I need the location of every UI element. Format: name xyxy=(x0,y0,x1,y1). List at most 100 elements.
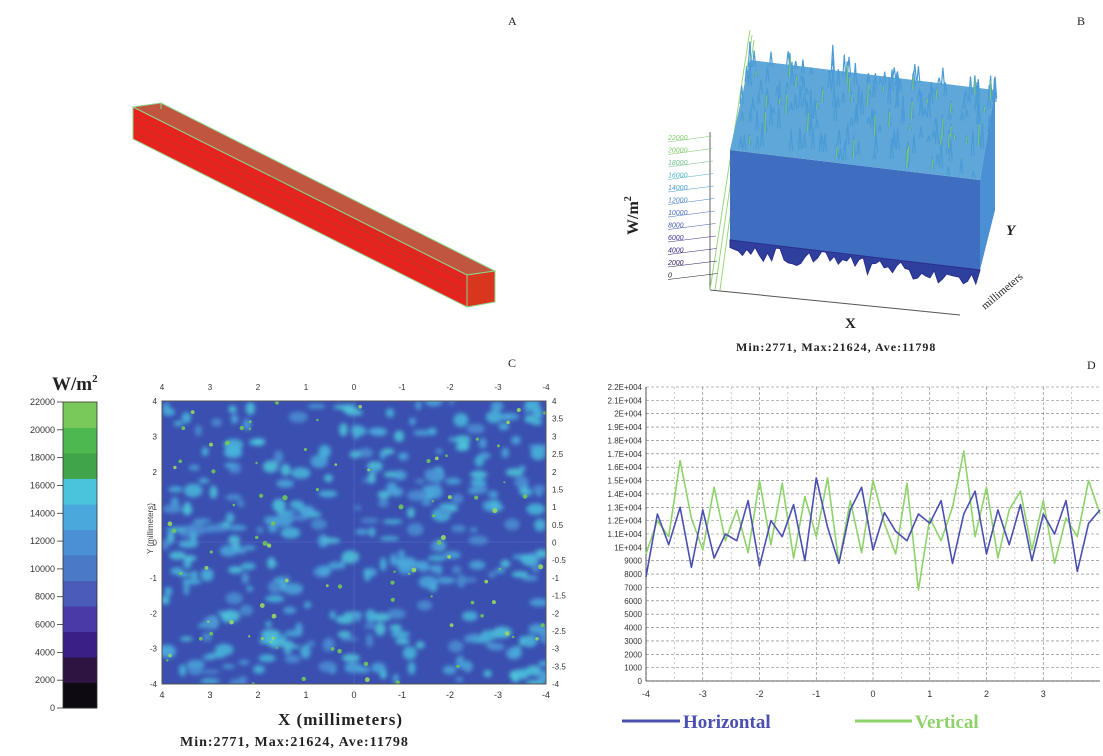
panel-c-heatmap: 4 3 2 1 0 -1 -2 -3 -4 4 3 2 1 0 -1 -2 -3 -4 443.5332.522… xyxy=(146,383,566,700)
panel-letter-c: C xyxy=(508,356,518,370)
colorbar-swatch xyxy=(63,631,97,658)
panel-d-y-tick: 1.6E+004 xyxy=(608,463,643,472)
panel-c-y-tick-right: 1 xyxy=(552,503,557,512)
colorbar-tick-label: 22000 xyxy=(30,397,55,407)
colorbar-swatch xyxy=(63,453,97,479)
surface-spikes xyxy=(738,41,998,178)
legend-vertical-label: Vertical xyxy=(915,712,979,733)
colorbar-swatch xyxy=(63,657,97,683)
panel-b-z-tick-label: 8000 xyxy=(668,223,684,230)
panel-c-y-ticks-right: 4 4 3.5 3 3 2.5 2 2 1.5 1 1 0.5 0 0 -0.5 -1 -1 -1.5 -2 -2 -2… xyxy=(150,397,566,689)
panel-c-x-ticks-top: 4 3 2 1 0 -1 -2 -3 -4 xyxy=(160,383,550,392)
panel-b-z-tick-label: 18000 xyxy=(668,160,688,167)
panel-letter-b: B xyxy=(1077,14,1087,28)
panel-c-x-tick-bottom: 4 xyxy=(159,690,164,700)
colorbar-tick-label: 10000 xyxy=(30,564,55,574)
panel-b-z-tick-label: 22000 xyxy=(667,135,688,142)
panel-b-z-tick-label: 16000 xyxy=(668,173,688,180)
panel-c-y-tick-right: -3 xyxy=(552,645,560,654)
panel-c-y-tick-left: -4 xyxy=(150,680,158,689)
panel-b-y-unit: millimeters xyxy=(979,271,1025,312)
panel-d-y-tick: 1.1E+004 xyxy=(608,530,643,539)
colorbar-tick-label: 12000 xyxy=(30,536,55,546)
panel-c-y-tick-left: 4 xyxy=(153,397,158,406)
panel-d-y-tick: 1.7E+004 xyxy=(608,450,643,459)
panel-b-z-ticks: 2200020000180001600014000120001000080006… xyxy=(667,135,718,280)
panel-b-z-tick-label: 2000 xyxy=(667,260,684,267)
colorbar-title: W/m2 xyxy=(52,373,98,395)
panel-d-grid xyxy=(645,386,1100,682)
panel-d-y-tick: 1.8E+004 xyxy=(608,436,643,445)
panel-d-y-tick: 3000 xyxy=(624,637,642,646)
panel-b-z-tick-label: 20000 xyxy=(667,148,688,155)
panel-d-y-tick: 9000 xyxy=(624,557,642,566)
panel-b-x-label: X xyxy=(845,316,856,332)
panel-c-x-tick-top: 2 xyxy=(256,383,261,392)
panel-c-x-tick-top: -2 xyxy=(446,383,454,392)
panel-c-y-label: Y (millimeters) xyxy=(146,503,155,554)
panel-d-y-tick: 8000 xyxy=(624,570,642,579)
panel-b-z-label: W/m2 xyxy=(623,196,642,235)
panel-c-y-tick-left: 0 xyxy=(153,539,158,548)
legend-horizontal-label: Horizontal xyxy=(683,712,771,733)
panel-c-x-tick-top: 3 xyxy=(208,383,213,392)
panel-d-x-tick: 0 xyxy=(870,689,875,699)
panel-c-x-tick-bottom: 0 xyxy=(351,690,356,700)
panel-d-x-tick: -3 xyxy=(699,689,707,699)
surface-bottom-edge xyxy=(729,239,981,286)
colorbar-swatch xyxy=(63,606,97,632)
colorbar-tick-label: 16000 xyxy=(30,480,55,490)
bar-end-face xyxy=(466,270,496,308)
panel-c-y-tick-right: -2.5 xyxy=(552,627,566,636)
panel-c-x-tick-bottom: -2 xyxy=(446,690,454,700)
panel-c-y-tick-right: -4 xyxy=(552,680,560,689)
panel-b-y-label: Y xyxy=(1006,223,1017,239)
panel-c-y-tick-right: 3 xyxy=(552,432,557,441)
surface-side xyxy=(980,90,995,270)
panel-c-y-tick-right: 0.5 xyxy=(552,521,564,530)
panel-c-x-tick-bottom: 2 xyxy=(255,690,260,700)
panel-c-y-tick-right: -2 xyxy=(552,609,560,618)
panel-c-x-tick-bottom: -1 xyxy=(398,690,406,700)
panel-c-y-tick-left: 1 xyxy=(153,503,158,512)
panel-c-x-tick-bottom: 3 xyxy=(207,690,212,700)
panel-d-x-tick: -4 xyxy=(642,689,650,699)
series-line-vertical xyxy=(645,450,1101,591)
panel-d-line-chart: 2.2E+004 2.1E+004 2E+004 1.9E+004 1.8E+004 1.… xyxy=(608,383,1101,733)
colorbar: W/m2 22000200001800016000140001200010000… xyxy=(30,373,98,713)
panel-d-x-ticks: -4 -3 -2 -1 0 1 2 3 xyxy=(642,689,1046,699)
panel-b-z-tick-label: 14000 xyxy=(668,185,688,192)
colorbar-swatch xyxy=(63,402,97,428)
panel-d-y-tick: 4000 xyxy=(624,624,642,633)
panel-d-y-tick: 1.2E+004 xyxy=(608,517,643,526)
panel-d-y-tick: 0 xyxy=(638,677,643,686)
panel-c-y-tick-right: -1 xyxy=(552,574,560,583)
panel-c-x-tick-top: -3 xyxy=(494,383,502,392)
panel-d-y-tick: 1.3E+004 xyxy=(608,503,643,512)
panel-c-y-tick-left: -3 xyxy=(150,645,158,654)
panel-b-z-tick-label: 12000 xyxy=(668,198,688,205)
panel-d-x-tick: -1 xyxy=(812,689,820,699)
panel-c-x-tick-bottom: 1 xyxy=(303,690,308,700)
surface-front xyxy=(730,150,980,270)
colorbar-tick-label: 18000 xyxy=(30,453,55,463)
panel-d-x-tick: 2 xyxy=(984,689,989,699)
panel-d-y-tick: 1.9E+004 xyxy=(608,423,643,432)
panel-c-y-tick-left: -2 xyxy=(150,609,158,618)
panel-c-y-tick-right: 1.5 xyxy=(552,485,564,494)
panel-b-z-tick-label: 10000 xyxy=(668,210,688,217)
colorbar-tick-label: 4000 xyxy=(35,647,55,657)
colorbar-tick-label: 0 xyxy=(50,703,55,713)
panel-c-caption: Min:2771, Max:21624, Ave:11798 xyxy=(180,735,409,750)
panel-d-y-tick: 1.4E+004 xyxy=(608,490,643,499)
panel-d-y-tick: 2E+004 xyxy=(614,410,642,419)
panel-b-z-tick-label: 4000 xyxy=(668,248,684,255)
colorbar-swatch xyxy=(63,580,97,607)
panel-letter-a: A xyxy=(508,14,518,28)
panel-c-x-tick-top: 1 xyxy=(304,383,309,392)
panel-d-y-tick: 1000 xyxy=(624,664,642,673)
panel-c-y-tick-right: 0 xyxy=(552,539,557,548)
colorbar-swatch xyxy=(63,555,97,581)
panel-c-y-tick-right: -0.5 xyxy=(552,556,566,565)
panel-d-y-tick: 2.1E+004 xyxy=(608,396,643,405)
